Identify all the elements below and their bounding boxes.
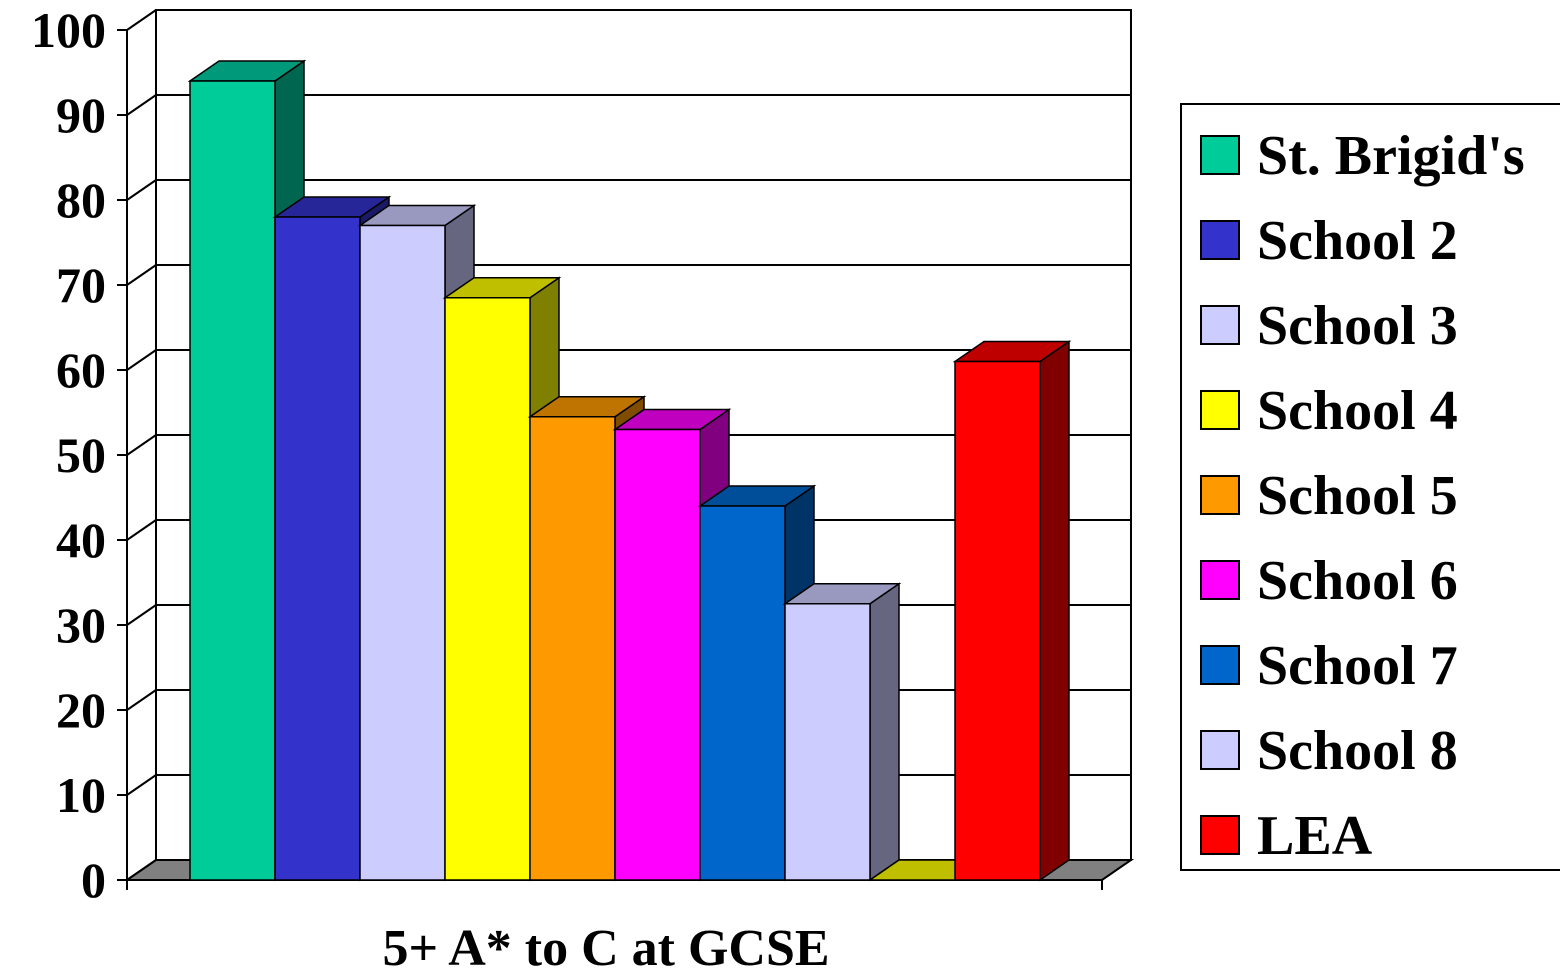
y-tick-label: 90	[56, 87, 106, 143]
gridline-side	[126, 689, 157, 711]
legend-label: School 7	[1257, 635, 1458, 697]
legend-swatch	[1200, 305, 1240, 345]
legend-swatch	[1200, 390, 1240, 430]
legend-swatch	[1200, 220, 1240, 260]
legend-label: School 2	[1257, 210, 1458, 272]
gridline-side	[126, 179, 157, 201]
y-tick-label: 50	[56, 427, 106, 483]
y-tick-label: 80	[56, 172, 106, 228]
y-axis-ticks: 0 10 20 30 40 50 60 70 80 90 100	[31, 2, 127, 908]
y-tick-label: 60	[56, 342, 106, 398]
bar-front	[189, 80, 276, 881]
legend-swatch	[1200, 475, 1240, 515]
y-tick-label: 10	[56, 767, 106, 823]
legend-label: LEA	[1257, 805, 1373, 867]
legend-label: St. Brigid's	[1257, 125, 1525, 187]
gridline-side	[126, 349, 157, 371]
legend-swatch	[1200, 645, 1240, 685]
legend-label: School 3	[1257, 295, 1458, 357]
bar-side	[1039, 340, 1070, 882]
legend-label: School 6	[1257, 550, 1458, 612]
legend-label: School 4	[1257, 380, 1458, 442]
y-tick-label: 100	[31, 2, 106, 58]
bar-front	[444, 297, 531, 881]
y-tick-label: 20	[56, 682, 106, 738]
gridline-side	[126, 94, 157, 116]
gridline-side	[126, 434, 157, 456]
bar	[782, 582, 902, 882]
y-tick-label: 30	[56, 597, 106, 653]
legend-label: School 8	[1257, 720, 1458, 782]
bar-front	[784, 603, 871, 881]
bar-front	[274, 216, 361, 881]
bars	[187, 59, 1072, 882]
y-tick-label: 70	[56, 257, 106, 313]
y-tick-label: 0	[81, 852, 106, 908]
bar-side	[869, 582, 900, 882]
bar	[952, 340, 1072, 882]
gridline-side	[126, 264, 157, 286]
legend-swatch	[1200, 730, 1240, 770]
legend-label: School 5	[1257, 465, 1458, 527]
y-tick-label: 40	[56, 512, 106, 568]
legend-swatch	[1200, 815, 1240, 855]
bar-front	[529, 416, 616, 881]
gridline-side	[126, 519, 157, 541]
legend-box	[1180, 103, 1560, 871]
legend-swatch	[1200, 560, 1240, 600]
gridline-side	[126, 604, 157, 626]
legend-swatch	[1200, 135, 1240, 175]
bar-front	[954, 360, 1041, 881]
bar-front	[699, 505, 786, 881]
legend: St. Brigid's School 2 School 3 School 4 Scho…	[1180, 103, 1560, 871]
bar-front	[614, 428, 701, 881]
gridline-side	[126, 774, 157, 796]
gridline-side	[126, 9, 157, 31]
x-axis-label: 5+ A* to C at GCSE	[382, 920, 829, 975]
bar-front	[359, 224, 446, 881]
